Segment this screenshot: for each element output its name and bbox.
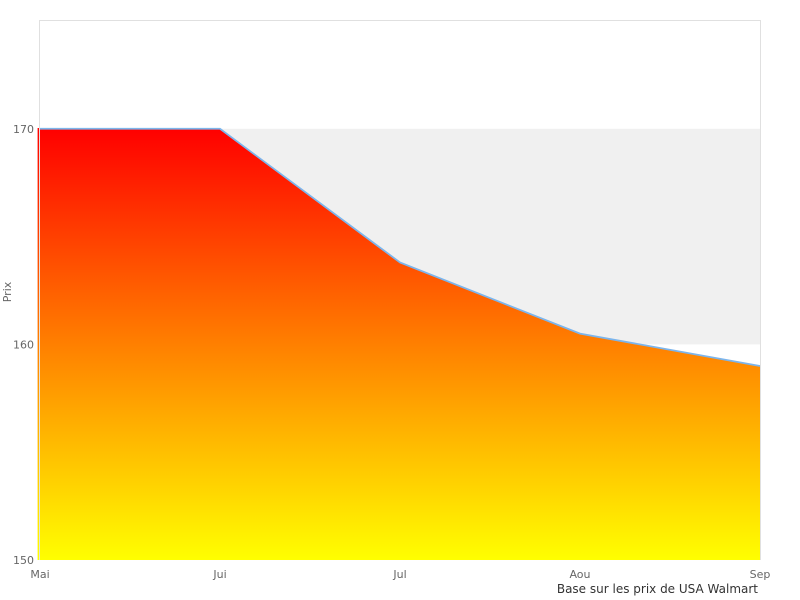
- area-left-edge-strip: [37, 128, 40, 560]
- x-axis-labels: Mai Jui Jul Aou Sep: [30, 568, 770, 581]
- chart-caption: Base sur les prix de USA Walmart: [557, 582, 758, 596]
- x-tick-label-Jul: Jul: [392, 568, 406, 581]
- x-tick-label-Sep: Sep: [750, 568, 771, 581]
- price-line: [40, 127, 761, 367]
- x-tick-label-Jui: Jui: [212, 568, 226, 581]
- price-area-series: [40, 128, 760, 561]
- x-tick-label-Mai: Mai: [30, 568, 49, 581]
- y-tick-label-170: 170: [13, 123, 34, 136]
- y-axis-labels: 150 160 170: [13, 123, 34, 567]
- x-tick-label-Aou: Aou: [569, 568, 590, 581]
- y-tick-label-160: 160: [13, 338, 34, 351]
- plot-border: [39, 20, 761, 560]
- y-tick-label-150: 150: [13, 554, 34, 567]
- y-axis-title: Prix: [1, 281, 14, 302]
